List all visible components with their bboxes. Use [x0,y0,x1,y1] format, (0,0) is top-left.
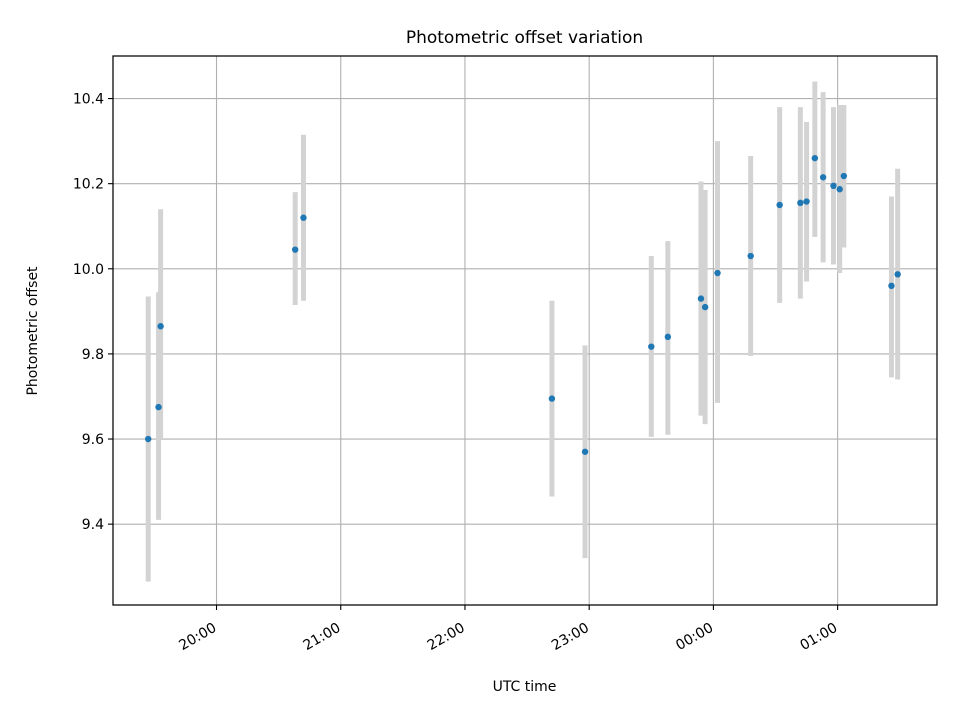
plot-frame [112,55,938,606]
data-point [664,333,672,341]
data-point [155,403,162,411]
data-point [714,269,721,277]
data-point [548,395,556,402]
data-point [894,271,901,278]
y-tick-label: 10.4 [73,92,104,108]
data-point [291,246,299,253]
y-axis-label: Photometric offset [25,266,41,396]
data-point [836,186,843,193]
data-point [776,201,783,209]
data-point [830,182,837,190]
point-layer [144,154,901,455]
y-tick-label: 10.0 [73,262,104,278]
data-point [300,214,307,221]
data-point [697,295,705,302]
data-point [747,252,754,260]
data-point [811,154,819,162]
data-point [701,303,709,311]
data-point [157,323,164,330]
data-point [144,435,152,443]
data-point [819,174,827,181]
y-tick-label: 9.4 [82,517,104,533]
chart-title: Photometric offset variation [406,28,643,48]
y-tick-label: 9.6 [82,432,104,448]
y-tick-label: 10.2 [73,177,104,193]
data-point [581,448,589,455]
data-point [840,172,848,180]
data-point [648,343,655,350]
data-point [803,198,810,205]
data-point [888,282,895,290]
data-point [797,199,804,207]
x-axis-label: UTC time [493,679,557,695]
y-tick-label: 9.8 [82,347,104,363]
